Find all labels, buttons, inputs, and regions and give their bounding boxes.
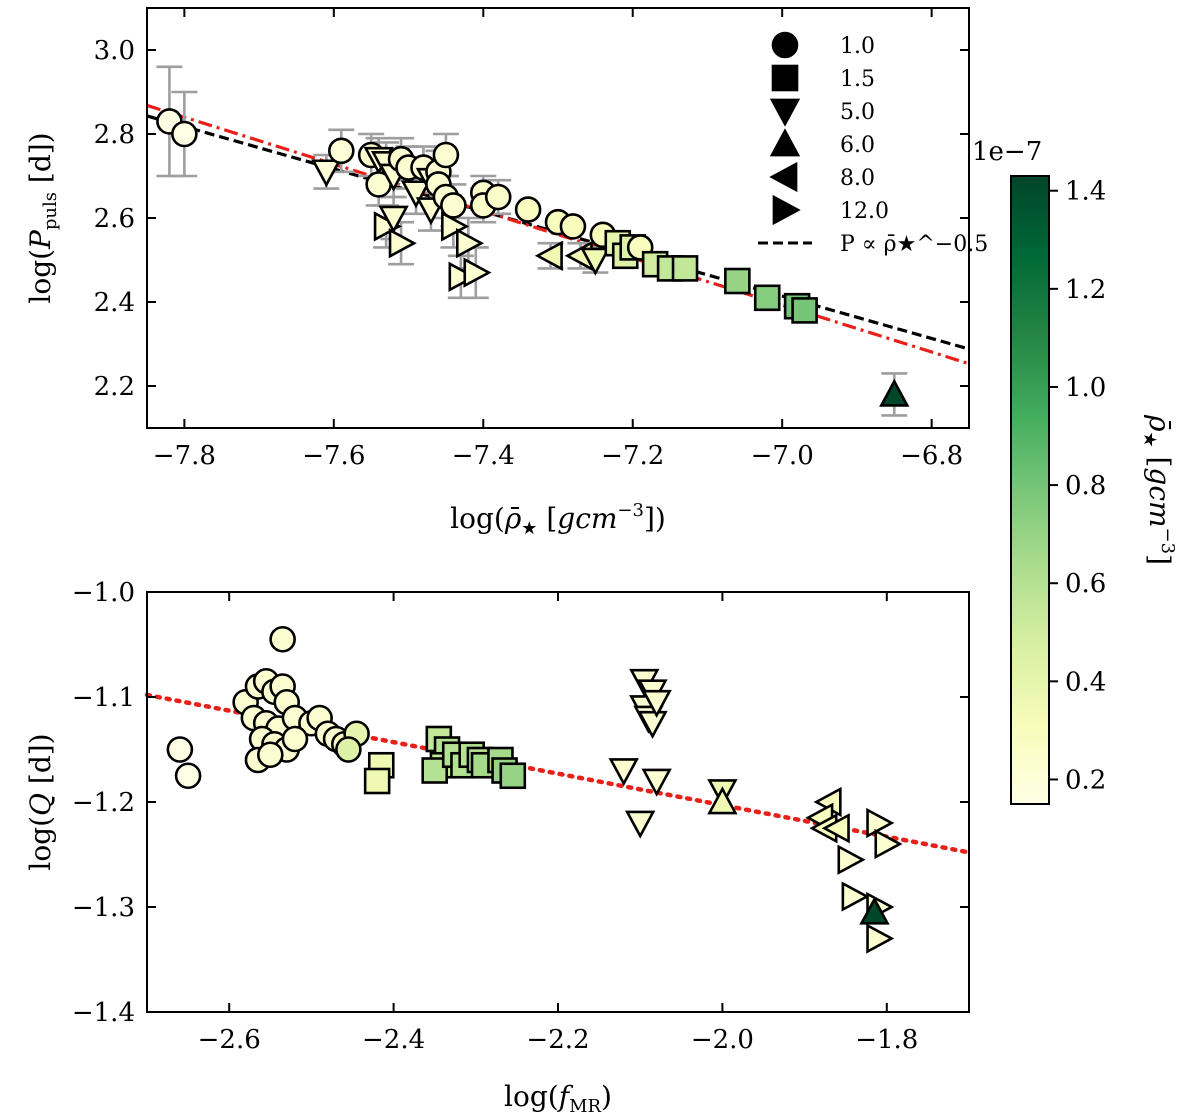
- data-point-circle: [559, 213, 587, 240]
- data-point-circle: [327, 137, 355, 165]
- colorbar-tick-label: 0.6: [1065, 569, 1106, 599]
- data-point-circle: [335, 736, 362, 763]
- y-tick-label: 2.4: [94, 288, 135, 318]
- data-point-triangle-down: [641, 689, 672, 718]
- data-point-square: [499, 762, 527, 790]
- data-point-triangle-right: [388, 228, 417, 259]
- data-point-square: [791, 297, 818, 324]
- data-point-circle: [281, 725, 309, 753]
- data-point-triangle-right: [837, 844, 866, 875]
- legend-marker-triangle-right: [772, 194, 801, 226]
- data-point-triangle-down: [625, 810, 656, 839]
- data-point-triangle-down: [311, 159, 342, 188]
- legend-label: 12.0: [840, 199, 889, 224]
- x-tick-label: −7.8: [153, 441, 216, 471]
- legend-label: 5.0: [840, 100, 875, 125]
- y-tick-label: 2.2: [94, 372, 135, 402]
- data-point-triangle-right: [463, 257, 492, 288]
- data-point-triangle-right: [448, 261, 477, 292]
- data-point-triangle-right: [866, 807, 895, 839]
- data-point-triangle-right: [455, 228, 485, 259]
- top-x-axis-label: log(ρ̄★ [gcm−3]): [450, 500, 666, 539]
- data-point-square: [671, 255, 699, 282]
- bottom-plot-frame: [146, 591, 970, 1013]
- x-tick-label: −2.0: [691, 1025, 754, 1055]
- x-tick-label: −7.4: [452, 441, 515, 471]
- y-tick-label: −1.3: [72, 893, 135, 923]
- y-tick-label: 2.8: [94, 120, 135, 150]
- data-point-circle: [171, 120, 198, 148]
- colorbar-tick-label: 1.2: [1065, 275, 1106, 305]
- colorbar: 0.2 0.4 0.6 0.8 1.0 1.2 1.4 1e−7 ρ̄★ [gcm−3]: [972, 137, 1178, 805]
- data-point-triangle-up: [707, 786, 738, 815]
- data-point-circle: [269, 625, 296, 653]
- x-tick-label: −2.4: [362, 1025, 425, 1055]
- data-point-triangle-down: [580, 247, 611, 276]
- data-point-triangle-down: [641, 768, 672, 797]
- legend-label: 1.0: [840, 34, 875, 59]
- colorbar-bar: [1010, 175, 1050, 805]
- x-tick-label: −7.2: [601, 441, 664, 471]
- bottom-y-axis-label: log(Q [d]): [24, 733, 57, 870]
- y-tick-label: −1.4: [72, 998, 135, 1028]
- top-panel: 1.0 1.5 5.0 6.0 8.0 12.0 P ∝ ρ̄★^−0.5 −7.8 −7.6…: [24, 7, 988, 539]
- y-tick-label: −1.1: [72, 683, 135, 713]
- x-tick-label: −2.2: [526, 1025, 589, 1055]
- data-point-circle: [256, 741, 284, 769]
- bottom-x-axis-label: log(fMR): [504, 1080, 612, 1117]
- data-point-square: [363, 767, 391, 795]
- data-point-circle: [440, 192, 467, 219]
- legend-marker-circle: [771, 31, 799, 59]
- colorbar-tick-label: 0.8: [1065, 471, 1106, 501]
- colorbar-tick-label: 1.0: [1065, 373, 1106, 403]
- y-tick-label: −1.0: [72, 578, 135, 608]
- legend: 1.0 1.5 5.0 6.0 8.0 12.0 P ∝ ρ̄★^−0.5: [758, 31, 988, 257]
- legend-marker-triangle-left: [769, 161, 798, 193]
- y-tick-label: 3.0: [94, 36, 135, 66]
- x-tick-label: −1.8: [855, 1025, 918, 1055]
- data-point-triangle-right: [874, 828, 903, 860]
- x-tick-label: −2.6: [198, 1025, 261, 1055]
- legend-label: 6.0: [840, 133, 875, 158]
- colorbar-tick-label: 1.4: [1065, 177, 1106, 207]
- data-point-circle: [174, 762, 202, 790]
- data-point-circle: [484, 183, 512, 211]
- data-point-triangle-right: [441, 211, 470, 242]
- colorbar-tick-label: 0.4: [1065, 667, 1106, 697]
- legend-marker-square: [771, 64, 799, 92]
- data-point-square: [724, 267, 751, 295]
- legend-marker-triangle-up: [769, 128, 801, 157]
- data-point-triangle-left: [534, 240, 563, 271]
- y-tick-label: −1.2: [72, 788, 135, 818]
- colorbar-tick-label: 0.2: [1065, 765, 1106, 795]
- data-point-triangle-down: [378, 205, 409, 234]
- data-point-triangle-down: [608, 758, 639, 787]
- x-tick-label: −7.6: [302, 441, 365, 471]
- data-point-circle: [166, 736, 194, 763]
- data-point-triangle-down: [637, 710, 668, 739]
- colorbar-exponent: 1e−7: [972, 137, 1042, 167]
- top-y-axis-label: log(Ppuls [d]): [24, 132, 61, 303]
- data-point-triangle-up: [859, 896, 890, 925]
- data-point-circle: [514, 196, 542, 223]
- legend-label: P ∝ ρ̄★^−0.5: [840, 232, 988, 257]
- data-point-triangle-right: [866, 923, 895, 954]
- legend-label: 8.0: [840, 166, 875, 191]
- x-tick-label: −6.8: [900, 441, 963, 471]
- legend-marker-triangle-down: [769, 98, 801, 127]
- data-point-circle: [432, 141, 460, 169]
- top-plot-frame: [146, 7, 970, 429]
- data-point-triangle-left: [821, 813, 850, 844]
- data-point-square: [753, 284, 781, 312]
- x-tick-label: −7.0: [751, 441, 814, 471]
- data-point-triangle-right: [841, 881, 870, 912]
- y-tick-label: 2.6: [94, 204, 135, 234]
- fit-line-dashdot: [146, 103, 970, 366]
- colorbar-label: ρ̄★ [gcm−3]: [1139, 414, 1178, 565]
- data-point-triangle-down: [400, 180, 432, 209]
- data-point-triangle-up: [879, 378, 910, 407]
- bottom-panel: −2.6 −2.4 −2.2 −2.0 −1.8 −1.4 −1.3 −1.2 −1.1 −1.0…: [24, 578, 972, 1117]
- legend-label: 1.5: [840, 67, 875, 92]
